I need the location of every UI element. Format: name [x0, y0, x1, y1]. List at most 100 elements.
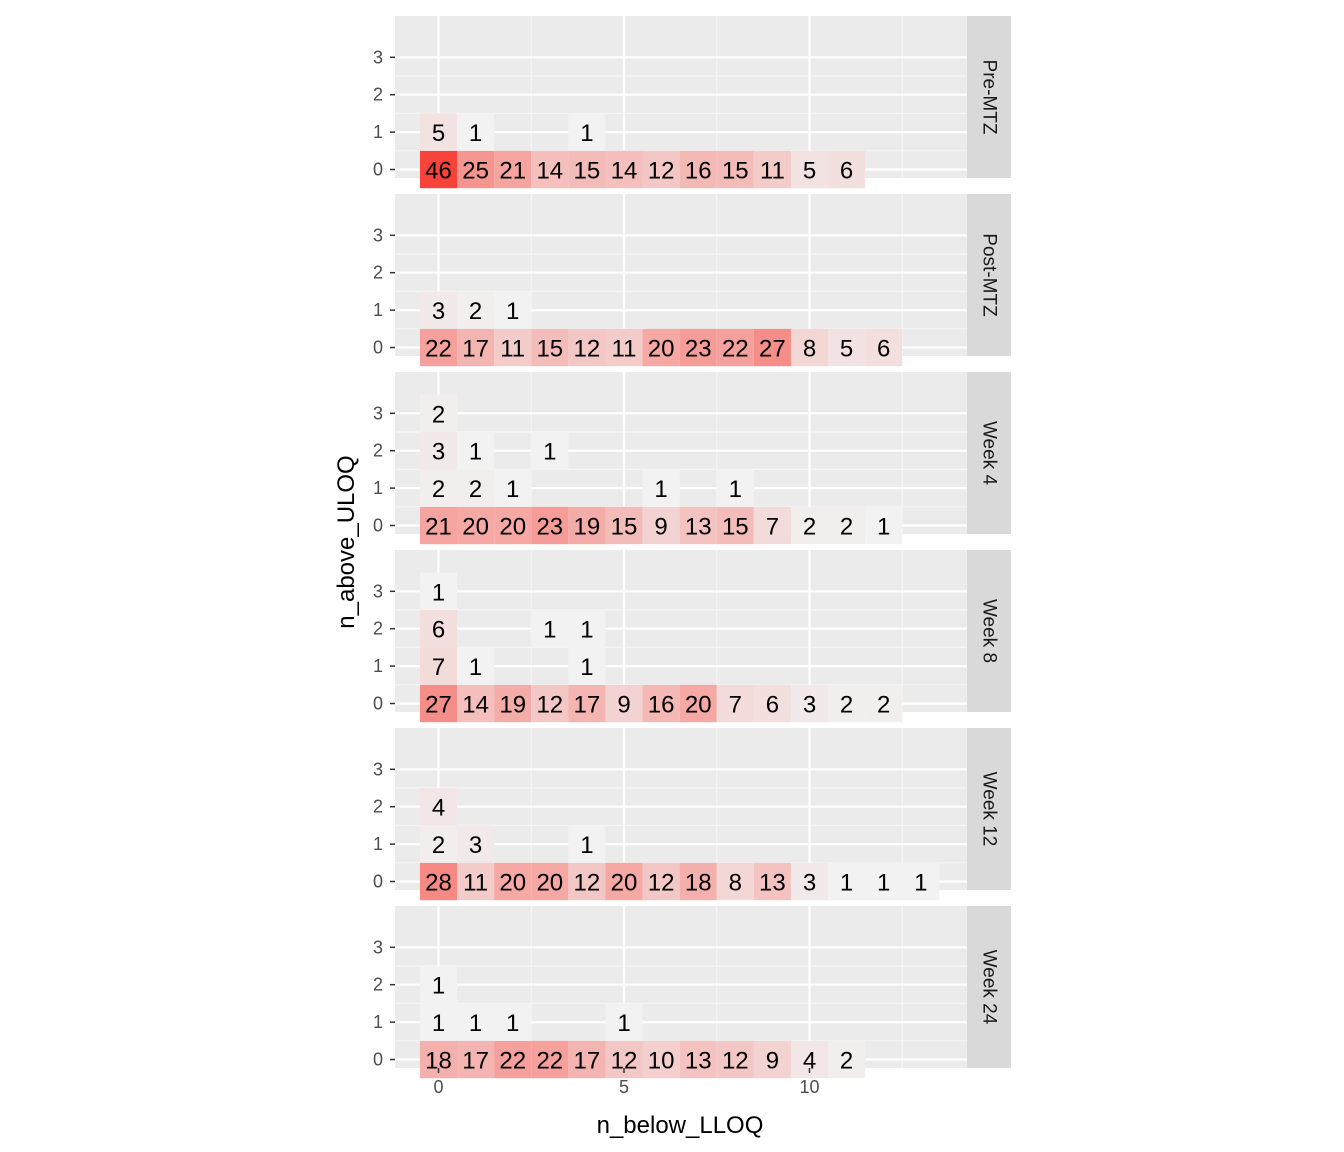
x-tick-label: 0: [433, 1077, 443, 1097]
tile-count-label: 17: [462, 336, 489, 363]
heatmap-tile: [790, 684, 829, 723]
heatmap-tile: [457, 1040, 495, 1079]
tile-count-label: 21: [499, 158, 526, 185]
tile-count-label: 7: [766, 514, 779, 541]
heatmap-tile: [457, 1003, 495, 1041]
tile-count-label: 8: [729, 870, 742, 897]
tile-count-label: 6: [432, 617, 445, 644]
facet-strip-label: Pre-MTZ: [979, 60, 1000, 135]
x-axis: 0 5 10: [433, 1068, 820, 1097]
y-tick-label: 3: [373, 937, 383, 957]
tile-count-label: 11: [760, 158, 785, 185]
y-tick-label: 0: [373, 694, 383, 714]
tile-count-label: 28: [425, 870, 452, 897]
heatmap-tile: [716, 469, 754, 507]
tile-count-label: 25: [462, 158, 489, 185]
heatmap-tile: [679, 150, 717, 189]
heatmap-tile: [457, 684, 495, 723]
tile-count-label: 1: [617, 1010, 630, 1037]
heatmap-tile: [605, 328, 643, 367]
tile-count-label: 1: [877, 514, 890, 541]
facet-strip: [967, 16, 1011, 178]
heatmap-tile: [419, 394, 458, 432]
heatmap-tile: [642, 506, 680, 545]
heatmap-tile: [679, 506, 717, 545]
heatmap-tile: [568, 862, 606, 901]
tile-count-label: 7: [432, 654, 445, 681]
heatmap-tile: [828, 150, 866, 189]
heatmap-tile: [531, 862, 569, 901]
heatmap-tile: [865, 862, 903, 901]
heatmap-tile: [716, 150, 754, 189]
heatmap-tile: [753, 862, 791, 901]
heatmap-tile: [531, 1040, 569, 1079]
heatmap-tile: [419, 432, 458, 470]
heatmap-tile: [902, 862, 940, 901]
heatmap-tile: [642, 328, 680, 367]
heatmap-tile: [494, 1040, 532, 1079]
heatmap-tile: [790, 506, 829, 545]
heatmap-tile: [828, 1040, 866, 1079]
x-tick-label: 5: [619, 1077, 629, 1097]
heatmap-tile: [716, 862, 754, 901]
heatmap-tile: [531, 150, 569, 189]
heatmap-tile: [790, 862, 829, 901]
y-axis-title: n_above_ULOQ: [333, 455, 360, 628]
heatmap-tile: [568, 1040, 606, 1079]
heatmap-tile: [419, 328, 458, 367]
tile-count-label: 1: [469, 120, 482, 147]
heatmap-tile: [716, 684, 754, 723]
facet-strip: [967, 550, 1011, 712]
heatmap-tile: [419, 150, 458, 189]
tile-count-label: 19: [499, 692, 526, 719]
y-tick-label: 2: [373, 441, 383, 461]
tile-count-label: 12: [648, 158, 675, 185]
heatmap-tile: [494, 506, 532, 545]
tile-count-label: 23: [536, 514, 563, 541]
facet-strip: [967, 194, 1011, 356]
tile-count-label: 1: [654, 476, 667, 503]
heatmap-tile: [494, 328, 532, 367]
tile-count-label: 1: [729, 476, 742, 503]
tile-count-label: 3: [432, 298, 445, 325]
tile-count-label: 1: [432, 1010, 445, 1037]
y-tick-label: 0: [373, 516, 383, 536]
heatmap-tile: [568, 825, 606, 863]
tile-count-label: 20: [611, 870, 638, 897]
heatmap-tile: [419, 572, 458, 610]
heatmap-tile: [494, 862, 532, 901]
tile-count-label: 1: [543, 617, 556, 644]
heatmap-tile: [457, 291, 495, 329]
y-tick-label: 1: [373, 834, 383, 854]
tile-count-label: 15: [574, 158, 601, 185]
heatmap-tile: [419, 291, 458, 329]
y-tick-label: 2: [373, 85, 383, 105]
tile-count-label: 20: [536, 870, 563, 897]
tile-count-label: 3: [469, 832, 482, 859]
tile-count-label: 6: [840, 158, 853, 185]
tile-count-label: 16: [648, 692, 675, 719]
heatmap-tile: [828, 684, 866, 723]
tile-count-label: 27: [759, 336, 786, 363]
tile-count-label: 23: [685, 336, 712, 363]
tile-count-label: 20: [685, 692, 712, 719]
heatmap-tile: [419, 825, 458, 863]
facet-strip-label: Week 24: [979, 950, 1000, 1025]
heatmap-tile: [457, 469, 495, 507]
tile-count-label: 14: [536, 158, 563, 185]
heatmap-tile: [419, 862, 458, 901]
tile-count-label: 20: [499, 870, 526, 897]
tile-count-label: 22: [425, 336, 452, 363]
tile-count-label: 9: [766, 1048, 779, 1075]
tile-count-label: 4: [803, 1048, 816, 1075]
tile-count-label: 46: [425, 158, 452, 185]
tile-count-label: 4: [432, 795, 445, 822]
tile-count-label: 2: [432, 401, 445, 428]
heatmap-tile: [419, 469, 458, 507]
heatmap-tile: [494, 469, 532, 507]
heatmap-tile: [494, 1003, 532, 1041]
